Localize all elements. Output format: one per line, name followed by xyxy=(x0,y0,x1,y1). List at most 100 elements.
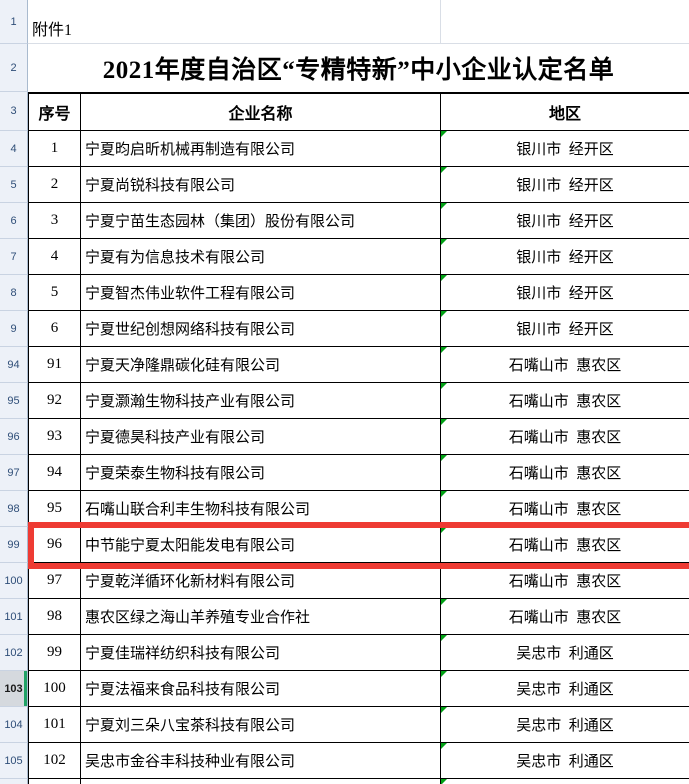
region-label: 银川市 经开区 xyxy=(516,142,614,158)
row-header[interactable]: 95 xyxy=(0,383,28,419)
cell-region[interactable]: 银川市 经开区 xyxy=(441,131,689,167)
cell-serial[interactable]: 6 xyxy=(28,311,81,347)
row-header[interactable]: 94 xyxy=(0,347,28,383)
cell-company[interactable]: 宁夏法福来食品科技有限公司 xyxy=(81,671,441,707)
cell-region[interactable]: 吴忠市 利通区 xyxy=(441,707,689,743)
cell-region[interactable]: 石嘴山市 惠农区 xyxy=(441,563,689,599)
cell-clipped[interactable] xyxy=(441,779,689,784)
attachment-cell[interactable]: 附件1 xyxy=(28,0,441,44)
row-header[interactable]: 105 xyxy=(0,743,28,779)
row-header[interactable]: 104 xyxy=(0,707,28,743)
cell-company[interactable]: 吴忠市金谷丰科技种业有限公司 xyxy=(81,743,441,779)
cell-region[interactable]: 石嘴山市 惠农区 xyxy=(441,419,689,455)
cell-company[interactable]: 宁夏有为信息技术有限公司 xyxy=(81,239,441,275)
cell-region[interactable]: 银川市 经开区 xyxy=(441,311,689,347)
row-number-label: 95 xyxy=(7,394,20,407)
row-header-3[interactable]: 3 xyxy=(0,92,28,131)
cell-serial[interactable]: 94 xyxy=(28,455,81,491)
cell-company[interactable]: 宁夏智杰伟业软件工程有限公司 xyxy=(81,275,441,311)
cell-region[interactable]: 银川市 经开区 xyxy=(441,275,689,311)
cell-region[interactable]: 石嘴山市 惠农区 xyxy=(441,347,689,383)
cell-region[interactable]: 石嘴山市 惠农区 xyxy=(441,455,689,491)
cell-serial[interactable]: 4 xyxy=(28,239,81,275)
cell-serial[interactable]: 5 xyxy=(28,275,81,311)
cell-serial[interactable]: 102 xyxy=(28,743,81,779)
cell-company[interactable]: 宁夏乾洋循环化新材料有限公司 xyxy=(81,563,441,599)
title-cell[interactable]: 2021年度自治区“专精特新”中小企业认定名单 xyxy=(102,57,615,84)
row-header[interactable]: 100 xyxy=(0,563,28,599)
region-label: 石嘴山市 惠农区 xyxy=(508,430,622,446)
cell-company[interactable]: 宁夏尚锐科技有限公司 xyxy=(81,167,441,203)
cell-company[interactable]: 宁夏世纪创想网络科技有限公司 xyxy=(81,311,441,347)
cell-company[interactable]: 石嘴山联合利丰生物科技有限公司 xyxy=(81,491,441,527)
row-header[interactable]: 96 xyxy=(0,419,28,455)
cell-company[interactable]: 宁夏荣泰生物科技有限公司 xyxy=(81,455,441,491)
row-header[interactable]: 6 xyxy=(0,203,28,239)
region-label: 石嘴山市 惠农区 xyxy=(508,394,622,410)
empty-cell[interactable] xyxy=(441,0,689,44)
cell-serial[interactable]: 101 xyxy=(28,707,81,743)
cell-company[interactable]: 宁夏刘三朵八宝茶科技有限公司 xyxy=(81,707,441,743)
cell-company[interactable]: 宁夏德昊科技产业有限公司 xyxy=(81,419,441,455)
cell-company[interactable]: 宁夏昀启昕机械再制造有限公司 xyxy=(81,131,441,167)
cell-serial[interactable]: 92 xyxy=(28,383,81,419)
cell-company[interactable]: 宁夏宁苗生态园林（集团）股份有限公司 xyxy=(81,203,441,239)
row-header[interactable]: 5 xyxy=(0,167,28,203)
cell-region[interactable]: 吴忠市 利通区 xyxy=(441,671,689,707)
row-header-1[interactable]: 1 xyxy=(0,0,28,44)
cell-company[interactable]: 中节能宁夏太阳能发电有限公司 xyxy=(81,527,441,563)
cell-serial[interactable]: 91 xyxy=(28,347,81,383)
row-header[interactable]: 98 xyxy=(0,491,28,527)
row-number-label: 101 xyxy=(4,610,23,623)
row-header-clipped[interactable] xyxy=(0,779,28,784)
table-row: 103 100 宁夏法福来食品科技有限公司 吴忠市 利通区 xyxy=(0,671,689,707)
cell-serial[interactable]: 2 xyxy=(28,167,81,203)
cell-region[interactable]: 吴忠市 利通区 xyxy=(441,635,689,671)
cell-region[interactable]: 石嘴山市 惠农区 xyxy=(441,383,689,419)
row-header[interactable]: 99 xyxy=(0,527,28,563)
cell-clipped[interactable] xyxy=(28,779,81,784)
cell-serial[interactable]: 95 xyxy=(28,491,81,527)
cell-clipped[interactable] xyxy=(81,779,441,784)
cell-serial[interactable]: 3 xyxy=(28,203,81,239)
company-name-label: 宁夏宁苗生态园林（集团）股份有限公司 xyxy=(85,214,356,230)
row-header[interactable]: 101 xyxy=(0,599,28,635)
cell-serial[interactable]: 93 xyxy=(28,419,81,455)
cell-serial[interactable]: 1 xyxy=(28,131,81,167)
row-header[interactable]: 7 xyxy=(0,239,28,275)
cell-region[interactable]: 石嘴山市 惠农区 xyxy=(441,527,689,563)
row-header[interactable]: 9 xyxy=(0,311,28,347)
row-header[interactable]: 97 xyxy=(0,455,28,491)
row-header-2[interactable]: 2 xyxy=(0,44,28,92)
cell-serial[interactable]: 99 xyxy=(28,635,81,671)
row-header[interactable]: 103 xyxy=(0,671,28,707)
cell-serial[interactable]: 96 xyxy=(28,527,81,563)
cell-region[interactable]: 石嘴山市 惠农区 xyxy=(441,491,689,527)
column-header-company[interactable]: 企业名称 xyxy=(81,92,441,131)
row-number-label: 99 xyxy=(7,538,20,551)
cell-serial[interactable]: 100 xyxy=(28,671,81,707)
cell-serial[interactable]: 97 xyxy=(28,563,81,599)
cell-company[interactable]: 宁夏灏瀚生物科技产业有限公司 xyxy=(81,383,441,419)
row-number-label: 8 xyxy=(10,286,17,299)
company-name-label: 宁夏尚锐科技有限公司 xyxy=(85,178,236,194)
cell-region[interactable]: 银川市 经开区 xyxy=(441,203,689,239)
company-name-label: 中节能宁夏太阳能发电有限公司 xyxy=(85,538,296,554)
cell-company[interactable]: 惠农区绿之海山羊养殖专业合作社 xyxy=(81,599,441,635)
table-row: 98 95 石嘴山联合利丰生物科技有限公司 石嘴山市 惠农区 xyxy=(0,491,689,527)
cell-region[interactable]: 银川市 经开区 xyxy=(441,239,689,275)
cell-region[interactable]: 吴忠市 利通区 xyxy=(441,743,689,779)
cell-region[interactable]: 石嘴山市 惠农区 xyxy=(441,599,689,635)
row-header[interactable]: 102 xyxy=(0,635,28,671)
cell-company[interactable]: 宁夏佳瑞祥纺织科技有限公司 xyxy=(81,635,441,671)
column-header-serial[interactable]: 序号 xyxy=(28,92,81,131)
cell-region[interactable]: 银川市 经开区 xyxy=(441,167,689,203)
cell-company[interactable]: 宁夏天净隆鼎碳化硅有限公司 xyxy=(81,347,441,383)
column-header-region[interactable]: 地区 xyxy=(441,92,689,131)
row-header[interactable]: 8 xyxy=(0,275,28,311)
cell-serial[interactable]: 98 xyxy=(28,599,81,635)
sheet-row-1: 1 附件1 xyxy=(0,0,689,44)
region-label: 银川市 经开区 xyxy=(516,250,614,266)
company-name-label: 宁夏昀启昕机械再制造有限公司 xyxy=(85,142,296,158)
row-header[interactable]: 4 xyxy=(0,131,28,167)
